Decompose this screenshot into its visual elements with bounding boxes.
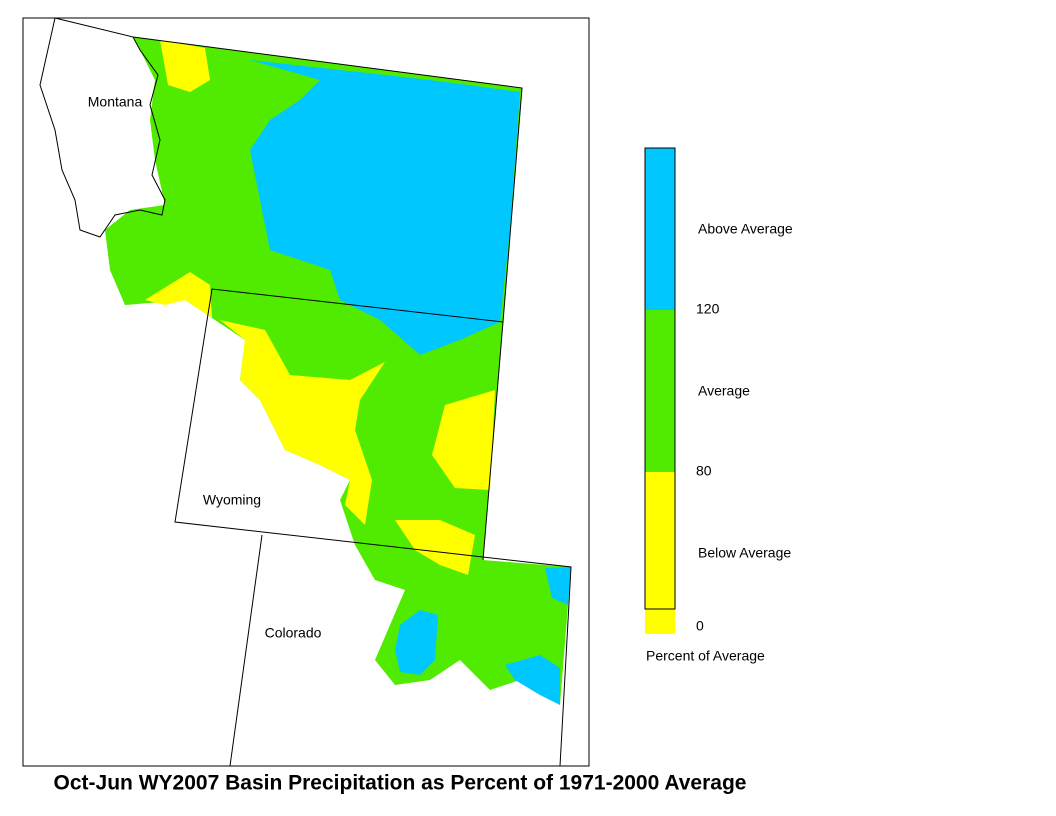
yellow-area [160, 40, 210, 92]
state-border [482, 321, 504, 561]
legend-tick-label: 80 [696, 463, 712, 479]
legend-caption: Percent of Average [646, 648, 765, 664]
state-border [132, 36, 572, 767]
legend-tick-label: 0 [696, 618, 704, 634]
state-label: Colorado [265, 625, 322, 641]
yellow-area [395, 520, 475, 575]
yellow-area [432, 390, 495, 490]
legend-outline [644, 147, 676, 610]
montana-west-border [39, 17, 166, 238]
state-border [229, 534, 263, 767]
map-title: Oct-Jun WY2007 Basin Precipitation as Pe… [54, 772, 747, 795]
blue-area [395, 610, 438, 675]
legend-swatch [645, 472, 675, 634]
legend-swatch [645, 148, 675, 310]
legend: Above Average Average Below Average 120 80 0 P… [644, 147, 793, 664]
legend-label: Average [698, 383, 750, 399]
legend-label: Above Average [698, 221, 793, 237]
state-label: Montana [88, 94, 143, 110]
state-label: Wyoming [203, 492, 261, 508]
yellow-area [145, 272, 212, 318]
blue-area [505, 655, 560, 705]
yellow-area [220, 320, 385, 525]
legend-label: Below Average [698, 545, 791, 561]
legend-swatch [645, 310, 675, 472]
blue-area [545, 567, 571, 605]
basin-areas [105, 37, 571, 705]
blue-area [250, 60, 520, 355]
legend-tick-label: 120 [696, 301, 720, 317]
